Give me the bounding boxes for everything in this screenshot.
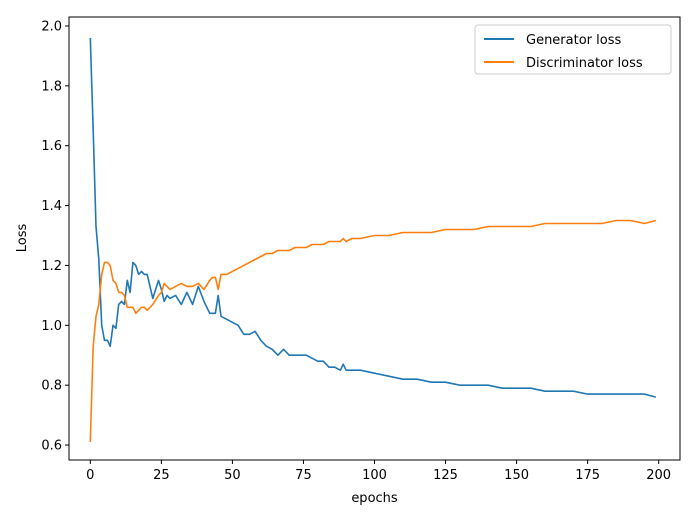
- y-axis-ticks: 0.6 0.8 1.0 1.2 1.4 1.6 1.8 2.0: [41, 19, 69, 454]
- series-line-generator: [89, 37, 657, 398]
- x-axis-label: epochs: [351, 491, 398, 506]
- y-tick-label: 1.4: [41, 199, 62, 214]
- legend-label-discriminator: Discriminator loss: [526, 56, 643, 71]
- plot-lines: [89, 37, 657, 443]
- x-tick-label: 150: [504, 468, 529, 483]
- y-tick-label: 0.8: [41, 379, 62, 394]
- x-tick-label: 0: [86, 468, 94, 483]
- legend-box: [474, 24, 672, 75]
- x-tick-label: 50: [224, 468, 241, 483]
- legend-label-generator: Generator loss: [526, 33, 621, 48]
- x-tick-label: 25: [153, 468, 170, 483]
- y-tick-label: 1.0: [41, 319, 62, 334]
- y-tick-label: 2.0: [41, 19, 62, 34]
- y-tick-label: 1.2: [41, 259, 62, 274]
- x-tick-label: 200: [646, 468, 671, 483]
- x-tick-label: 100: [362, 468, 387, 483]
- y-axis-label: Loss: [15, 224, 30, 253]
- y-tick-label: 1.8: [41, 79, 62, 94]
- y-tick-label: 1.6: [41, 139, 62, 154]
- x-axis-ticks: 0 25 50 75 100 125 150 175 200: [86, 460, 671, 483]
- series-line-discriminator: [89, 219, 657, 443]
- x-tick-label: 75: [295, 468, 312, 483]
- x-tick-label: 175: [575, 468, 600, 483]
- x-tick-label: 125: [433, 468, 458, 483]
- legend: Generator loss Discriminator loss: [474, 24, 672, 75]
- y-tick-label: 0.6: [41, 439, 62, 454]
